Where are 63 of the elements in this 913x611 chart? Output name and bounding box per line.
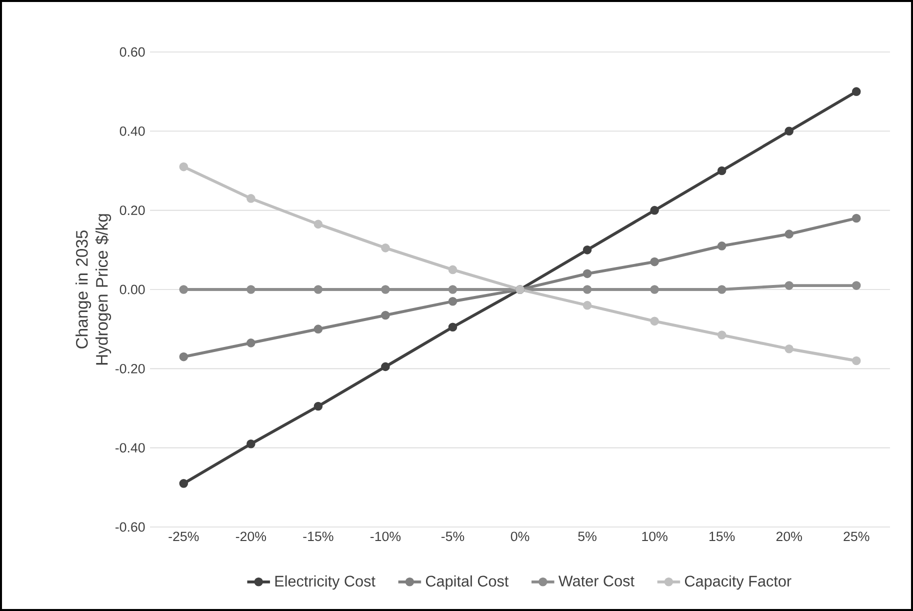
point [852, 214, 861, 223]
point [381, 310, 390, 320]
point [784, 230, 794, 238]
y-tick-label: 0.40 [120, 126, 145, 136]
legend-label: Capacity Factor [684, 575, 792, 590]
point [246, 285, 256, 294]
x-tick-label: 20% [776, 532, 802, 542]
point [650, 316, 659, 326]
point [314, 285, 323, 294]
point [852, 356, 861, 366]
x-tick-label: -25% [168, 532, 199, 542]
point [852, 281, 861, 290]
point [246, 338, 256, 348]
point [179, 162, 188, 172]
x-tick-label: 15% [710, 532, 735, 542]
point [246, 439, 256, 448]
point [448, 296, 458, 306]
point [314, 324, 323, 334]
x-tick-label: 0% [510, 532, 530, 542]
x-tick-label: -15% [303, 532, 334, 542]
x-tick-label: -10% [370, 532, 401, 542]
y-tick-label: -0.60 [115, 522, 145, 532]
point [179, 285, 188, 294]
point [179, 479, 188, 488]
x-tick-label: -5% [441, 532, 464, 542]
point [784, 344, 794, 354]
point [784, 281, 794, 290]
legend-label: Capital Cost [426, 575, 509, 590]
point [784, 126, 794, 136]
point [448, 265, 458, 274]
point [717, 285, 726, 294]
x-tick-label: 5% [578, 532, 596, 542]
y-tick-label: -0.40 [115, 443, 145, 453]
legend-label: Water Cost [558, 576, 634, 586]
point [717, 330, 726, 340]
y-axis-title: Change in 2035 Hydrogen Price $/kg [76, 214, 112, 365]
point [381, 285, 390, 294]
y-tick-label: 0.20 [120, 206, 145, 216]
point [314, 402, 323, 411]
point [582, 269, 592, 278]
point [381, 362, 390, 372]
x-tick-label: 10% [642, 532, 668, 542]
point [852, 87, 861, 96]
point [650, 257, 659, 266]
y-tick-label: 0.60 [120, 47, 145, 57]
point [246, 194, 256, 203]
point [650, 206, 659, 215]
y-tick-label: -0.20 [115, 364, 145, 374]
point [381, 244, 390, 252]
point [582, 285, 592, 294]
point [582, 300, 592, 310]
point [717, 242, 726, 250]
x-tick-label: -20% [236, 532, 266, 542]
point [314, 220, 323, 229]
point [650, 285, 659, 294]
point [582, 246, 592, 254]
x-tick-label: 25% [844, 532, 870, 542]
point [717, 166, 726, 176]
point [448, 285, 458, 294]
legend-label: Electricity Cost [275, 575, 376, 590]
point [448, 322, 458, 332]
point [179, 352, 188, 362]
y-tick-label: 0.00 [120, 284, 145, 294]
